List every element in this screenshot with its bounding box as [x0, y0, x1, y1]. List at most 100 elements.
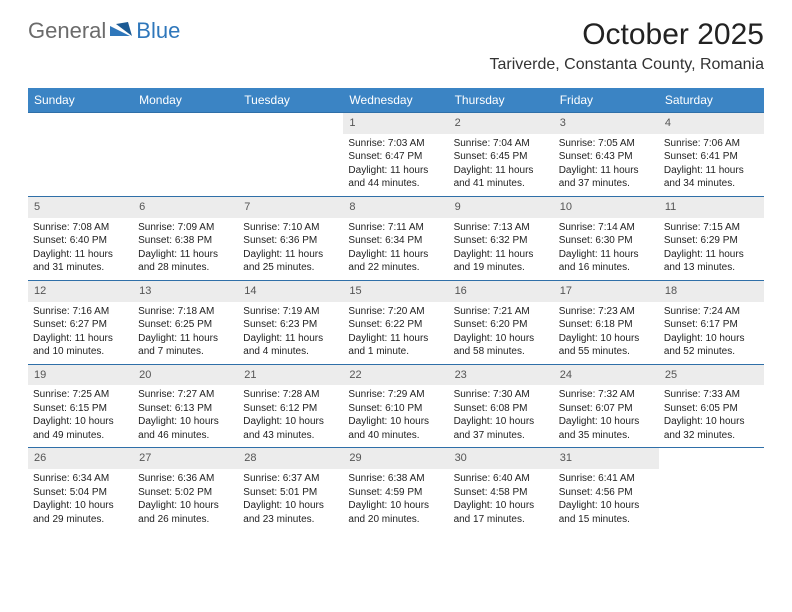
sunset-text: Sunset: 6:07 PM [559, 402, 654, 416]
day-number: 21 [238, 365, 343, 386]
day-cell: 26Sunrise: 6:34 AMSunset: 5:04 PMDayligh… [28, 448, 133, 531]
daylight-text: and 16 minutes. [559, 261, 654, 275]
day-cell: 1Sunrise: 7:03 AMSunset: 6:47 PMDaylight… [343, 113, 448, 196]
daylight-text: Daylight: 11 hours [33, 332, 128, 346]
dow-cell: Monday [133, 88, 238, 112]
day-number: 4 [659, 113, 764, 134]
sunrise-text: Sunrise: 7:29 AM [348, 388, 443, 402]
day-cell: 19Sunrise: 7:25 AMSunset: 6:15 PMDayligh… [28, 365, 133, 448]
day-number: 10 [554, 197, 659, 218]
day-number: 12 [28, 281, 133, 302]
calendar: SundayMondayTuesdayWednesdayThursdayFrid… [28, 88, 764, 531]
daylight-text: and 22 minutes. [348, 261, 443, 275]
sunrise-text: Sunrise: 7:15 AM [664, 221, 759, 235]
day-cell: 18Sunrise: 7:24 AMSunset: 6:17 PMDayligh… [659, 281, 764, 364]
sunset-text: Sunset: 6:34 PM [348, 234, 443, 248]
day-cell: 23Sunrise: 7:30 AMSunset: 6:08 PMDayligh… [449, 365, 554, 448]
sunrise-text: Sunrise: 7:16 AM [33, 305, 128, 319]
day-body: Sunrise: 7:25 AMSunset: 6:15 PMDaylight:… [28, 385, 133, 447]
logo-text-blue: Blue [136, 18, 180, 44]
day-cell: 31Sunrise: 6:41 AMSunset: 4:56 PMDayligh… [554, 448, 659, 531]
daylight-text: and 7 minutes. [138, 345, 233, 359]
sunset-text: Sunset: 6:32 PM [454, 234, 549, 248]
daylight-text: and 29 minutes. [33, 513, 128, 527]
weeks-container: 1Sunrise: 7:03 AMSunset: 6:47 PMDaylight… [28, 112, 764, 531]
sunset-text: Sunset: 6:45 PM [454, 150, 549, 164]
sunset-text: Sunset: 6:29 PM [664, 234, 759, 248]
day-number: 23 [449, 365, 554, 386]
day-number: 9 [449, 197, 554, 218]
daylight-text: Daylight: 11 hours [33, 248, 128, 262]
daylight-text: Daylight: 10 hours [33, 415, 128, 429]
sunrise-text: Sunrise: 7:08 AM [33, 221, 128, 235]
day-body: Sunrise: 7:04 AMSunset: 6:45 PMDaylight:… [449, 134, 554, 196]
week-row: 12Sunrise: 7:16 AMSunset: 6:27 PMDayligh… [28, 280, 764, 364]
header: General Blue October 2025 Tariverde, Con… [0, 0, 792, 78]
sunset-text: Sunset: 6:08 PM [454, 402, 549, 416]
sunrise-text: Sunrise: 6:40 AM [454, 472, 549, 486]
sunrise-text: Sunrise: 7:33 AM [664, 388, 759, 402]
daylight-text: and 43 minutes. [243, 429, 338, 443]
sunrise-text: Sunrise: 6:34 AM [33, 472, 128, 486]
daylight-text: and 4 minutes. [243, 345, 338, 359]
day-body: Sunrise: 7:06 AMSunset: 6:41 PMDaylight:… [659, 134, 764, 196]
daylight-text: Daylight: 10 hours [664, 332, 759, 346]
dow-cell: Sunday [28, 88, 133, 112]
daylight-text: Daylight: 11 hours [559, 248, 654, 262]
sunrise-text: Sunrise: 7:28 AM [243, 388, 338, 402]
sunset-text: Sunset: 6:27 PM [33, 318, 128, 332]
day-number: 15 [343, 281, 448, 302]
day-number: 11 [659, 197, 764, 218]
sunset-text: Sunset: 4:58 PM [454, 486, 549, 500]
daylight-text: and 1 minute. [348, 345, 443, 359]
day-body: Sunrise: 7:11 AMSunset: 6:34 PMDaylight:… [343, 218, 448, 280]
sunrise-text: Sunrise: 7:14 AM [559, 221, 654, 235]
logo-mark-icon [110, 20, 134, 43]
day-cell: 10Sunrise: 7:14 AMSunset: 6:30 PMDayligh… [554, 197, 659, 280]
daylight-text: and 37 minutes. [559, 177, 654, 191]
sunrise-text: Sunrise: 7:20 AM [348, 305, 443, 319]
sunrise-text: Sunrise: 7:04 AM [454, 137, 549, 151]
sunrise-text: Sunrise: 7:30 AM [454, 388, 549, 402]
day-cell: 12 Sunrise: 7:16 AMSunset: 6:27 PMDayligh… [28, 281, 133, 364]
sunset-text: Sunset: 6:18 PM [559, 318, 654, 332]
daylight-text: Daylight: 11 hours [138, 248, 233, 262]
daylight-text: Daylight: 11 hours [348, 248, 443, 262]
daylight-text: and 15 minutes. [559, 513, 654, 527]
day-body: Sunrise: 7:09 AMSunset: 6:38 PMDaylight:… [133, 218, 238, 280]
day-body: Sunrise: 7:19 AMSunset: 6:23 PMDaylight:… [238, 302, 343, 364]
daylight-text: Daylight: 10 hours [138, 415, 233, 429]
sunset-text: Sunset: 6:13 PM [138, 402, 233, 416]
daylight-text: and 52 minutes. [664, 345, 759, 359]
sunrise-text: Sunrise: 7:06 AM [664, 137, 759, 151]
day-number: 18 [659, 281, 764, 302]
day-number: 8 [343, 197, 448, 218]
dow-cell: Friday [554, 88, 659, 112]
daylight-text: Daylight: 11 hours [664, 164, 759, 178]
sunrise-text: Sunrise: 7:10 AM [243, 221, 338, 235]
daylight-text: Daylight: 11 hours [243, 332, 338, 346]
daylight-text: and 13 minutes. [664, 261, 759, 275]
logo-text-general: General [28, 18, 106, 44]
day-body: Sunrise: 6:37 AMSunset: 5:01 PMDaylight:… [238, 469, 343, 531]
day-cell: 15Sunrise: 7:20 AMSunset: 6:22 PMDayligh… [343, 281, 448, 364]
dow-cell: Tuesday [238, 88, 343, 112]
daylight-text: Daylight: 10 hours [559, 415, 654, 429]
daylight-text: Daylight: 11 hours [243, 248, 338, 262]
sunset-text: Sunset: 5:02 PM [138, 486, 233, 500]
sunset-text: Sunset: 6:12 PM [243, 402, 338, 416]
dow-cell: Thursday [449, 88, 554, 112]
day-number: 22 [343, 365, 448, 386]
day-body: Sunrise: 7:29 AMSunset: 6:10 PMDaylight:… [343, 385, 448, 447]
daylight-text: and 46 minutes. [138, 429, 233, 443]
sunrise-text: Sunrise: 7:09 AM [138, 221, 233, 235]
sunset-text: Sunset: 6:36 PM [243, 234, 338, 248]
daylight-text: Daylight: 11 hours [348, 332, 443, 346]
daylight-text: Daylight: 11 hours [454, 164, 549, 178]
day-cell: 2Sunrise: 7:04 AMSunset: 6:45 PMDaylight… [449, 113, 554, 196]
daylight-text: and 32 minutes. [664, 429, 759, 443]
day-body: Sunrise: 6:34 AMSunset: 5:04 PMDaylight:… [28, 469, 133, 531]
day-body: Sunrise: 7:28 AMSunset: 6:12 PMDaylight:… [238, 385, 343, 447]
day-cell: 22Sunrise: 7:29 AMSunset: 6:10 PMDayligh… [343, 365, 448, 448]
sunset-text: Sunset: 6:25 PM [138, 318, 233, 332]
